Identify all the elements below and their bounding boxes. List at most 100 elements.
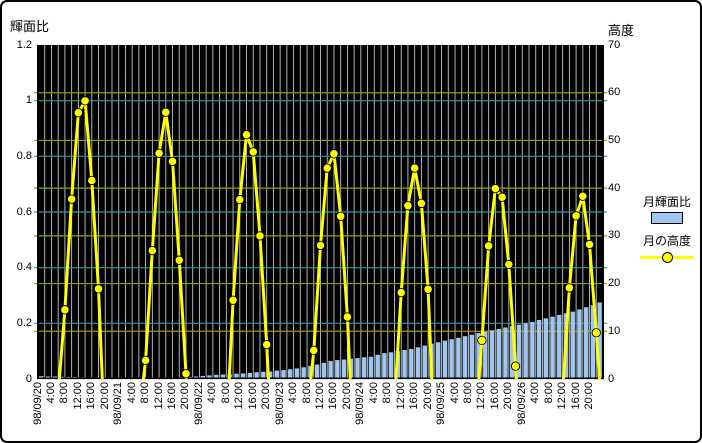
x-axis-date-label: 98/09/20 bbox=[31, 382, 44, 425]
moon-altitude-marker bbox=[147, 245, 157, 256]
moon-fraction-bar bbox=[435, 342, 440, 379]
moon-altitude-marker bbox=[73, 108, 83, 118]
moon-fraction-bar bbox=[442, 340, 447, 379]
moon-fraction-bar bbox=[354, 358, 360, 379]
x-axis-time-label: 8:00 bbox=[300, 382, 313, 404]
moon-fraction-bar bbox=[233, 373, 239, 379]
x-axis-time-label: 4:00 bbox=[125, 382, 138, 404]
moon-fraction-bar bbox=[469, 334, 474, 379]
moon-altitude-marker bbox=[93, 284, 103, 294]
moon-altitude-marker bbox=[315, 240, 325, 251]
x-axis-time-label: 8:00 bbox=[139, 382, 152, 404]
moon-fraction-bar bbox=[267, 371, 272, 379]
x-axis-time-label: 4:00 bbox=[206, 382, 219, 404]
moon-altitude-marker bbox=[490, 183, 500, 194]
right-axis-title: 高度 bbox=[608, 23, 635, 38]
moon-fraction-bar bbox=[509, 326, 514, 379]
moon-fraction-bar bbox=[381, 353, 387, 379]
x-axis-date-label: 98/09/25 bbox=[435, 382, 448, 425]
x-axis-time-label: 4:00 bbox=[287, 382, 300, 404]
moon-fraction-bar bbox=[374, 354, 380, 379]
x-axis-time-label: 12:00 bbox=[152, 382, 165, 410]
moon-fraction-bar bbox=[294, 368, 299, 379]
moon-altitude-marker bbox=[254, 231, 265, 241]
x-axis-time-label: 4:00 bbox=[367, 382, 380, 404]
moon-altitude-marker bbox=[342, 312, 352, 322]
moon-fraction-bar bbox=[496, 328, 501, 379]
moon-altitude-marker bbox=[86, 175, 96, 186]
moon-fraction-bar bbox=[321, 362, 326, 379]
x-axis-time-label: 4:00 bbox=[448, 382, 461, 404]
moon-fraction-bar bbox=[516, 324, 521, 379]
left-axis-title: 輝面比 bbox=[10, 19, 50, 34]
x-axis-time-label: 20:00 bbox=[421, 382, 434, 410]
x-axis-time-label: 16:00 bbox=[246, 382, 259, 410]
moon-fraction-bar bbox=[287, 369, 292, 379]
moon-altitude-marker bbox=[174, 255, 184, 265]
moon-fraction-bar bbox=[200, 375, 205, 379]
moon-altitude-marker bbox=[564, 283, 574, 293]
moon-fraction-bar bbox=[368, 356, 373, 379]
x-axis-time-label: 12:00 bbox=[314, 382, 326, 410]
x-axis-time-label: 8:00 bbox=[58, 382, 71, 404]
moon-altitude-marker bbox=[396, 287, 406, 298]
x-axis-time-label: 4:00 bbox=[529, 382, 542, 404]
right-axis-tick-label: 10 bbox=[608, 324, 621, 337]
moon-altitude-marker bbox=[335, 211, 345, 221]
x-axis-time-label: 16:00 bbox=[569, 382, 582, 410]
moon-fraction-bar bbox=[556, 314, 561, 379]
moon-fraction-bar bbox=[489, 330, 494, 379]
moon-fraction-bar bbox=[482, 331, 487, 379]
moon-altitude-marker bbox=[422, 284, 433, 294]
moon-fraction-bar bbox=[415, 347, 420, 379]
moon-fraction-bar bbox=[522, 323, 528, 379]
x-axis-time-label: 20:00 bbox=[260, 382, 273, 410]
x-axis-time-label: 16:00 bbox=[327, 382, 340, 410]
moon-altitude-marker bbox=[570, 211, 581, 221]
x-axis-date-label: 98/09/23 bbox=[273, 382, 286, 425]
moon-altitude-marker bbox=[584, 239, 594, 250]
moon-altitude-marker bbox=[234, 194, 244, 205]
moon-altitude-marker bbox=[476, 335, 487, 346]
moon-altitude-marker bbox=[510, 361, 520, 371]
x-axis-time-label: 12:00 bbox=[233, 382, 246, 410]
legend-bar-swatch bbox=[651, 212, 683, 224]
moon-fraction-bar bbox=[213, 374, 218, 379]
x-axis-time-label: 12:00 bbox=[71, 382, 84, 410]
x-axis-time-label: 20:00 bbox=[98, 382, 111, 410]
right-axis-tick-label: 60 bbox=[608, 86, 621, 99]
moon-fraction-bar bbox=[314, 364, 319, 379]
x-axis-time-label: 20:00 bbox=[179, 382, 192, 410]
moon-altitude-marker bbox=[483, 241, 493, 251]
x-axis-time-label: 12:00 bbox=[556, 382, 569, 410]
right-axis-tick-label: 70 bbox=[608, 38, 621, 51]
moon-altitude-marker bbox=[241, 130, 251, 140]
moon-fraction-bar bbox=[408, 348, 414, 379]
x-axis-time-label: 16:00 bbox=[408, 382, 421, 410]
moon-fraction-bar bbox=[549, 316, 555, 379]
legend: 月輝面比 月の高度 bbox=[638, 193, 696, 263]
moon-fraction-bar bbox=[253, 372, 259, 379]
x-axis-time-label: 8:00 bbox=[542, 382, 555, 404]
moon-altitude-marker bbox=[140, 355, 150, 366]
x-axis-date-label: 98/09/24 bbox=[354, 382, 367, 425]
moon-fraction-bar bbox=[361, 357, 366, 379]
moon-altitude-marker bbox=[66, 194, 76, 204]
x-axis-date-label: 98/09/26 bbox=[515, 382, 528, 425]
moon-fraction-bar bbox=[334, 360, 340, 379]
x-axis-date-label: 98/09/22 bbox=[192, 382, 205, 425]
left-axis-tick-label: 0.4 bbox=[16, 261, 32, 274]
moon-fraction-bar bbox=[576, 309, 582, 379]
moon-altitude-marker bbox=[248, 147, 258, 157]
right-axis-tick-label: 20 bbox=[608, 277, 621, 290]
moon-altitude-marker bbox=[160, 107, 170, 117]
moon-fraction-bar bbox=[536, 319, 541, 379]
x-axis-time-label: 20:00 bbox=[502, 382, 515, 410]
x-axis-time-label: 20:00 bbox=[583, 382, 596, 410]
moon-fraction-bar bbox=[448, 339, 454, 379]
moon-altitude-marker bbox=[577, 191, 587, 201]
left-axis-tick-label: 0 bbox=[25, 372, 32, 385]
moon-fraction-bar bbox=[422, 345, 427, 379]
left-axis-tick-label: 0.2 bbox=[16, 316, 32, 329]
